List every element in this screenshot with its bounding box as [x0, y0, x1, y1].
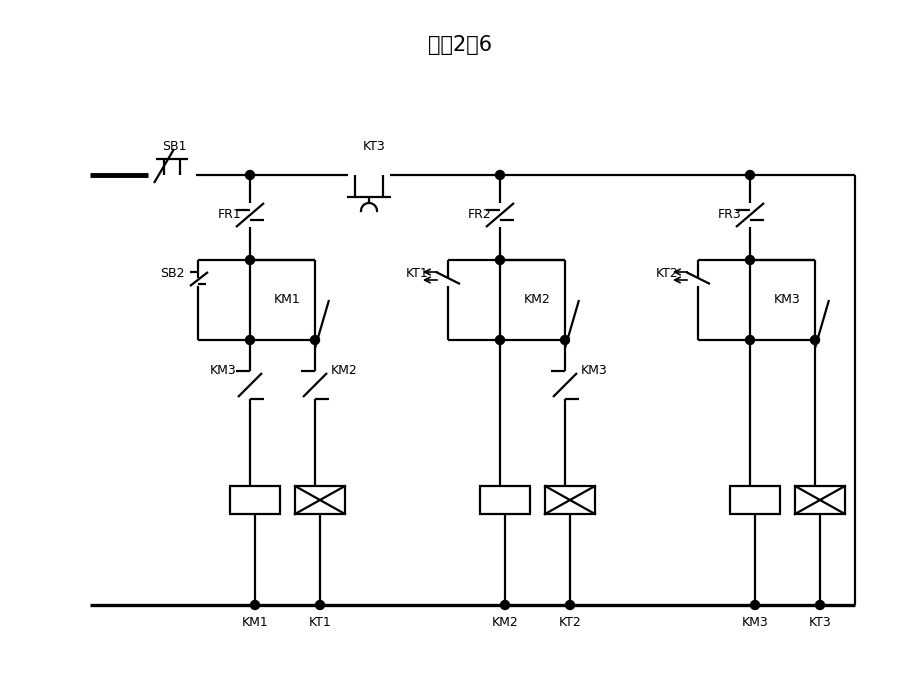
Circle shape — [814, 600, 823, 609]
Circle shape — [250, 600, 259, 609]
Circle shape — [495, 170, 504, 179]
Circle shape — [744, 255, 754, 264]
Circle shape — [570, 249, 579, 259]
Text: KM3: KM3 — [773, 293, 800, 306]
Text: SB2: SB2 — [160, 268, 185, 281]
Circle shape — [744, 170, 754, 179]
Circle shape — [819, 249, 829, 259]
Circle shape — [560, 335, 569, 344]
Text: KT3: KT3 — [363, 141, 385, 153]
Text: KM3: KM3 — [741, 616, 767, 629]
Text: KM2: KM2 — [331, 364, 357, 377]
Circle shape — [245, 335, 255, 344]
Circle shape — [245, 255, 255, 264]
Circle shape — [744, 335, 754, 344]
Text: KT1: KT1 — [308, 616, 331, 629]
Text: KT1: KT1 — [405, 268, 428, 281]
Text: FR3: FR3 — [717, 208, 741, 221]
Text: FR2: FR2 — [468, 208, 492, 221]
Circle shape — [750, 600, 759, 609]
Circle shape — [495, 255, 504, 264]
Circle shape — [495, 335, 504, 344]
Circle shape — [315, 600, 324, 609]
Text: KM1: KM1 — [274, 293, 301, 306]
Circle shape — [320, 249, 330, 259]
Circle shape — [245, 170, 255, 179]
Text: KT3: KT3 — [808, 616, 831, 629]
Text: KM3: KM3 — [581, 364, 607, 377]
Circle shape — [810, 335, 819, 344]
Text: KT2: KT2 — [558, 616, 581, 629]
Bar — [480, 486, 529, 514]
Bar — [230, 486, 279, 514]
Bar — [729, 486, 779, 514]
Circle shape — [565, 600, 573, 609]
Text: KM2: KM2 — [491, 616, 517, 629]
Text: SB1: SB1 — [162, 141, 187, 153]
Circle shape — [311, 335, 319, 344]
Text: KM3: KM3 — [210, 364, 236, 377]
Text: KM1: KM1 — [242, 616, 268, 629]
Text: KT2: KT2 — [655, 268, 678, 281]
Text: KM2: KM2 — [524, 293, 550, 306]
Text: FR1: FR1 — [218, 208, 242, 221]
Circle shape — [500, 600, 509, 609]
Text: 习题2－6: 习题2－6 — [427, 35, 492, 55]
